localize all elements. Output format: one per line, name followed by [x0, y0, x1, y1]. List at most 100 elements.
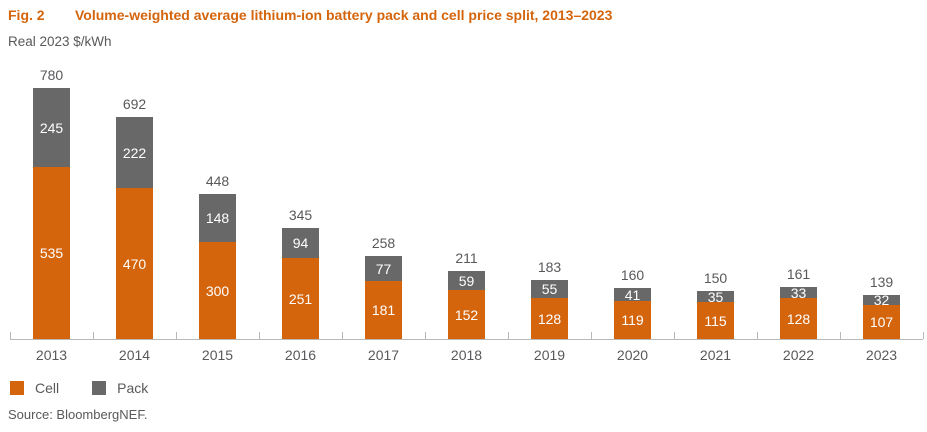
pack-segment: 94 [282, 228, 319, 258]
legend-label-cell: Cell [35, 380, 60, 396]
pack-segment: 222 [116, 117, 153, 188]
year-label: 2020 [616, 347, 649, 363]
cell-segment: 535 [33, 167, 70, 339]
x-axis-line [10, 339, 923, 340]
pack-value-label: 35 [707, 288, 724, 305]
bar-2023: 32 107 [863, 292, 900, 339]
year-label: 2022 [782, 347, 815, 363]
pack-segment: 55 [531, 280, 568, 298]
axis-unit-label: Real 2023 $/kWh [8, 34, 112, 49]
chart-area: 245 535 780 2013 222 470 692 2014 148 300 448 2015 9… [10, 60, 924, 363]
pack-value-label: 94 [292, 235, 309, 251]
pack-value-label: 245 [39, 119, 64, 136]
axis-tick [591, 332, 592, 339]
cell-value-label: 251 [288, 290, 313, 307]
pack-segment: 245 [33, 88, 70, 167]
pack-value-label: 32 [873, 292, 890, 308]
axis-tick [10, 332, 11, 339]
total-label: 211 [455, 250, 478, 266]
legend-item-cell: Cell [10, 380, 59, 396]
cell-value-label: 470 [122, 255, 147, 272]
year-label: 2017 [367, 347, 400, 363]
total-label: 692 [122, 96, 147, 112]
axis-tick [176, 332, 177, 339]
cell-segment: 470 [116, 188, 153, 339]
bar-2019: 55 128 [531, 280, 568, 339]
cell-segment: 119 [614, 301, 651, 339]
bar-2020: 41 119 [614, 288, 651, 339]
cell-segment: 152 [448, 290, 485, 339]
bar-2021: 35 115 [697, 288, 734, 339]
cell-segment: 251 [282, 258, 319, 339]
total-label: 150 [703, 270, 728, 286]
pack-value-label: 222 [122, 144, 147, 161]
axis-tick [342, 332, 343, 339]
year-label: 2013 [35, 347, 68, 363]
cell-value-label: 119 [621, 312, 644, 328]
pack-segment: 77 [365, 256, 402, 281]
year-label: 2019 [533, 347, 566, 363]
cell-value-label: 128 [786, 310, 811, 327]
total-label: 139 [869, 274, 894, 290]
cell-segment: 107 [863, 305, 900, 339]
pack-value-label: 77 [375, 260, 392, 277]
cell-swatch [10, 381, 24, 395]
year-label: 2014 [118, 347, 151, 363]
pack-segment: 41 [614, 286, 651, 303]
bar-2017: 77 181 [365, 256, 402, 339]
cell-value-label: 107 [869, 314, 894, 330]
bar-2013: 245 535 [33, 88, 70, 339]
cell-segment: 300 [199, 242, 236, 339]
figure-title: Volume-weighted average lithium-ion batt… [75, 7, 613, 23]
cell-value-label: 128 [537, 310, 562, 327]
pack-value-label: 41 [624, 286, 641, 303]
legend-label-pack: Pack [117, 380, 149, 396]
year-label: 2023 [865, 347, 898, 363]
bar-2018: 59 152 [448, 271, 485, 339]
total-label: 183 [537, 259, 562, 275]
legend-item-pack: Pack [92, 380, 148, 396]
cell-segment: 128 [531, 298, 568, 339]
pack-swatch [92, 381, 107, 395]
cell-value-label: 535 [39, 245, 64, 261]
pack-segment: 35 [697, 288, 734, 305]
cell-segment: 181 [365, 281, 402, 339]
pack-value-label: 33 [790, 284, 807, 301]
cell-segment: 115 [697, 302, 734, 339]
bar-2022: 33 128 [780, 284, 817, 339]
axis-tick [93, 332, 94, 339]
axis-tick [923, 332, 924, 339]
cell-value-label: 115 [704, 312, 727, 329]
cell-value-label: 300 [205, 282, 230, 299]
total-label: 160 [620, 267, 645, 283]
total-label: 345 [288, 207, 313, 223]
total-label: 161 [786, 266, 811, 282]
pack-segment: 59 [448, 271, 485, 290]
cell-segment: 128 [780, 298, 817, 339]
legend: Cell Pack [10, 380, 148, 396]
axis-tick [259, 332, 260, 339]
figure-header: Fig. 2 Volume-weighted average lithium-i… [8, 7, 612, 23]
pack-segment: 148 [199, 194, 236, 242]
axis-tick [674, 332, 675, 339]
axis-tick [508, 332, 509, 339]
pack-value-label: 148 [205, 210, 230, 226]
axis-tick [757, 332, 758, 339]
year-label: 2018 [450, 347, 483, 363]
pack-segment: 32 [863, 292, 900, 308]
axis-tick [840, 332, 841, 339]
cell-value-label: 152 [454, 306, 479, 323]
figure-number: Fig. 2 [8, 7, 45, 23]
year-label: 2015 [201, 347, 234, 363]
total-label: 780 [39, 67, 64, 83]
pack-value-label: 59 [458, 272, 475, 289]
total-label: 258 [371, 235, 396, 251]
axis-tick [425, 332, 426, 339]
bar-2014: 222 470 [116, 117, 153, 339]
total-label: 448 [205, 173, 230, 189]
pack-value-label: 55 [541, 281, 558, 297]
bar-2016: 94 251 [282, 228, 319, 339]
bar-2015: 148 300 [199, 194, 236, 339]
source-text: Source: BloombergNEF. [8, 407, 148, 422]
